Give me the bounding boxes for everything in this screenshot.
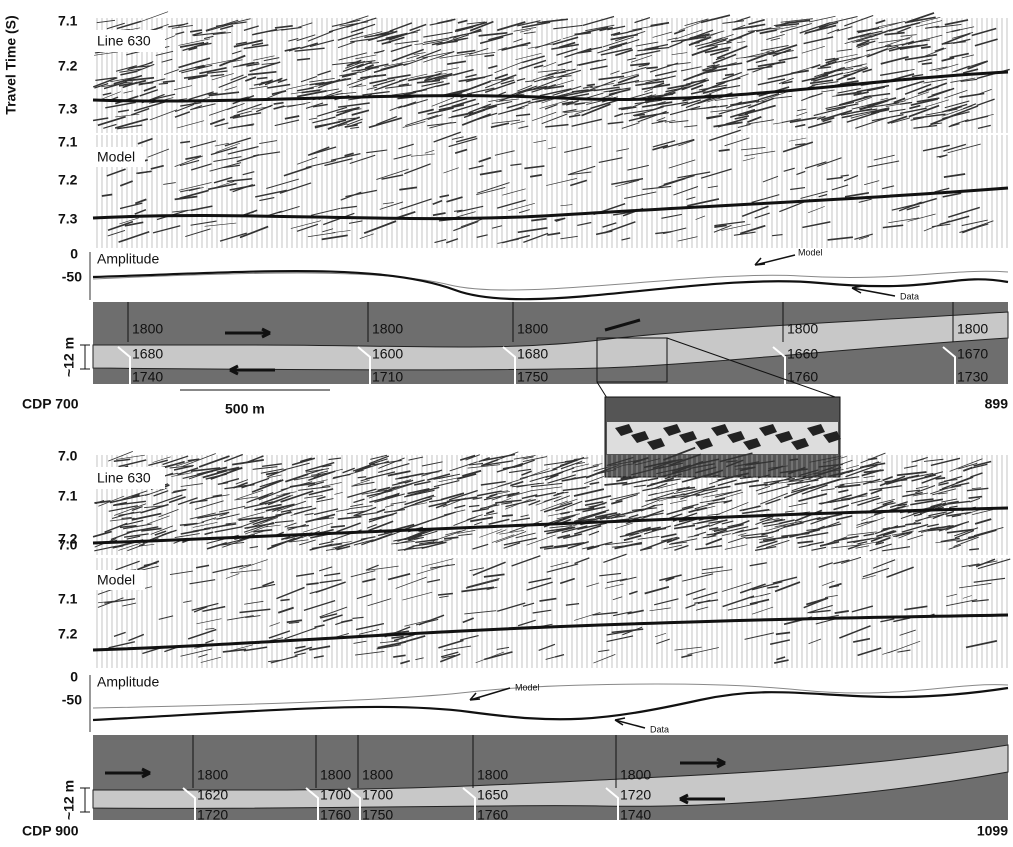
y-tick-label: 7.0 [58, 537, 78, 553]
wavelet [587, 84, 595, 85]
thickness-label: ~12 m [61, 337, 77, 377]
y-tick-label: 7.2 [58, 58, 78, 74]
cdp-label: CDP 900 [22, 823, 79, 839]
velocity-label: 1800 [787, 321, 818, 337]
velocity-label: 1740 [620, 807, 651, 823]
panel-label: Amplitude [97, 674, 159, 690]
velocity-label: 1600 [372, 346, 403, 362]
velocity-label: 1800 [957, 321, 988, 337]
arrow [755, 255, 795, 265]
wavelet [921, 47, 931, 48]
annotation: Data [900, 291, 919, 301]
velocity-label: 1720 [620, 787, 651, 803]
velocity-label: 1740 [132, 369, 163, 385]
y-tick-label: 7.3 [58, 211, 78, 227]
data-curve [93, 271, 1008, 299]
y-tick-label: 7.2 [58, 626, 78, 642]
velocity-label: 1760 [787, 369, 818, 385]
velocity-label: 1700 [320, 787, 351, 803]
velocity-label: 1750 [517, 369, 548, 385]
panel-label: Model [97, 149, 135, 165]
thickness-bracket [80, 345, 90, 369]
annotation: Data [650, 724, 669, 734]
velocity-label: 1800 [477, 767, 508, 783]
arrow [852, 286, 895, 296]
cdp-label: CDP 700 [22, 396, 79, 412]
velocity-label: 1800 [320, 767, 351, 783]
wavelet [789, 459, 798, 460]
velocity-label: 1720 [197, 807, 228, 823]
annotation: Model [798, 247, 823, 257]
y-tick-label: 7.1 [58, 134, 78, 150]
velocity-label: 1760 [477, 807, 508, 823]
panel-label: Amplitude [97, 251, 159, 267]
y-tick-label: -50 [62, 692, 82, 708]
y-tick-label: 7.3 [58, 101, 78, 117]
arrow [615, 718, 645, 728]
y-tick-label: 7.0 [58, 448, 78, 464]
seismic-panel [93, 135, 1008, 248]
thickness-bracket [80, 788, 90, 812]
velocity-label: 1700 [362, 787, 393, 803]
thickness-label: ~12 m [61, 780, 77, 820]
velocity-label: 1650 [477, 787, 508, 803]
y-tick-label: 0 [70, 669, 78, 685]
velocity-label: 1750 [362, 807, 393, 823]
velocity-label: 1670 [957, 346, 988, 362]
velocity-label: 1800 [620, 767, 651, 783]
panel-label: Line 630 [97, 470, 151, 486]
panel-label: Model [97, 572, 135, 588]
wavelet [280, 599, 289, 600]
velocity-label: 1760 [320, 807, 351, 823]
velocity-label: 1730 [957, 369, 988, 385]
velocity-label: 1800 [362, 767, 393, 783]
annotation: Model [515, 682, 540, 692]
velocity-label: 1800 [197, 767, 228, 783]
panel-label: Line 630 [97, 33, 151, 49]
y-tick-label: 7.1 [58, 591, 78, 607]
y-tick-label: -50 [62, 269, 82, 285]
velocity-label: 1800 [517, 321, 548, 337]
velocity-label: 1710 [372, 369, 403, 385]
velocity-label: 1800 [132, 321, 163, 337]
figure: Line 630 Model 7.1 7.2 7.3 7.1 7.2 7.3 Amplitude… [0, 0, 1013, 842]
velocity-label: 1800 [372, 321, 403, 337]
y-tick-label: 7.2 [58, 172, 78, 188]
velocity-label: 1620 [197, 787, 228, 803]
y-tick-label: 0 [70, 246, 78, 262]
wavelet [646, 67, 658, 68]
cdp-label: 1099 [977, 823, 1008, 839]
y-tick-label: 7.1 [58, 488, 78, 504]
y-axis-title: Travel Time (S) [3, 15, 19, 114]
velocity-label: 1680 [132, 346, 163, 362]
wavelet [502, 515, 513, 516]
y-tick-label: 7.1 [58, 13, 78, 29]
velocity-label: 1680 [517, 346, 548, 362]
model-curve [93, 271, 1008, 290]
velocity-label: 1660 [787, 346, 818, 362]
cdp-label: 899 [985, 396, 1009, 412]
scale-label: 500 m [225, 401, 265, 417]
